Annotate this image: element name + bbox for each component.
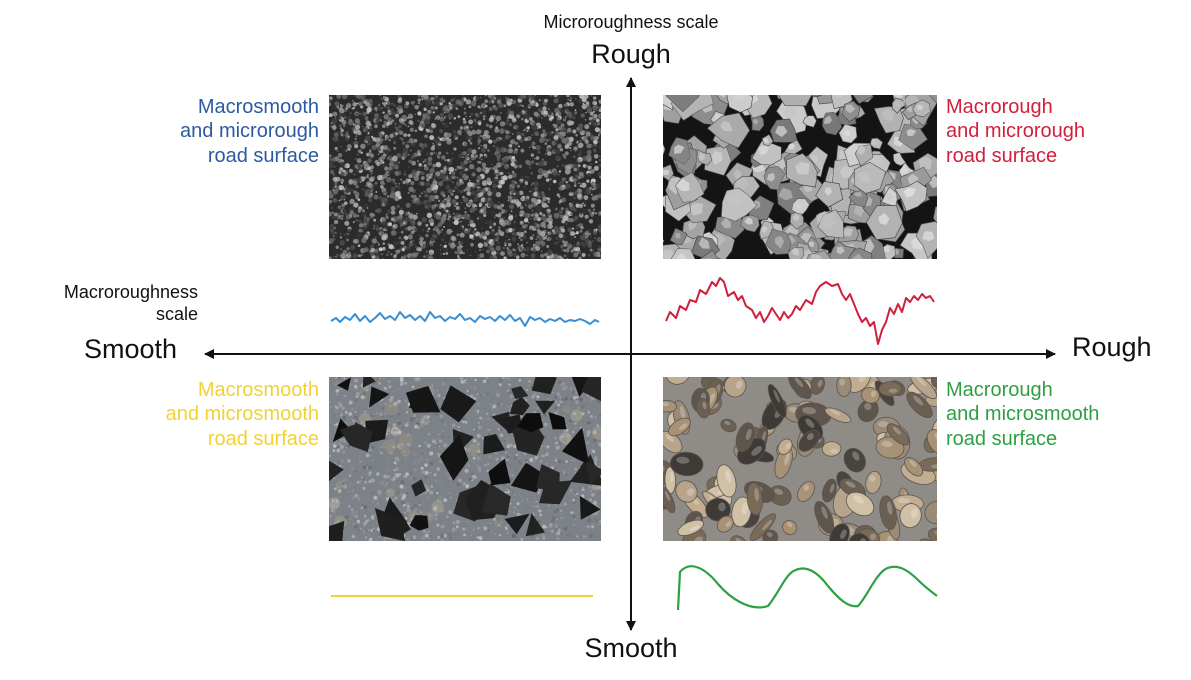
horizontal-axis-left-label: Smooth [84, 334, 178, 364]
label-line: Macrorough [946, 379, 1053, 401]
horizontal-axis-caption-line2: scale [155, 303, 198, 324]
vertical-axis-caption: Microroughness scale [543, 12, 719, 32]
rounded-pebbles-photo [663, 377, 937, 541]
label-line: road surface [946, 144, 1058, 167]
label-line: and microrough [946, 120, 1085, 143]
label-macrorough-microrough: Macrorough and microrough road surface [946, 95, 1176, 168]
horizontal-axis-right-label: Rough [1072, 332, 1152, 362]
label-macrosmooth-microsmooth: Macrosmooth and microsmooth road surface [100, 378, 319, 451]
label-line: Macrosmooth [197, 379, 319, 401]
label-line: and microrough [180, 120, 319, 143]
vertical-axis-top-label: Rough [591, 39, 671, 69]
vertical-axis-bottom-label: Smooth [584, 633, 678, 663]
label-line: and microsmooth [946, 403, 1100, 426]
fine-asphalt-photo [329, 95, 601, 259]
label-line: Macrorough [946, 96, 1053, 118]
coarse-aggregate-photo [663, 95, 937, 259]
label-macrosmooth-microrough: Macrosmooth and microrough road surface [100, 95, 319, 168]
horizontal-axis-caption-line1: Macroroughness [63, 282, 198, 302]
polished-terrazzo-photo [329, 377, 601, 541]
label-macrorough-microsmooth: Macrorough and microsmooth road surface [946, 378, 1176, 451]
label-line: road surface [946, 427, 1058, 450]
label-line: and microsmooth [165, 403, 319, 426]
label-line: road surface [207, 144, 319, 167]
label-line: road surface [207, 427, 319, 450]
horizontal-axis-caption: Macroroughness scale [0, 282, 198, 326]
label-line: Macrosmooth [197, 96, 319, 118]
